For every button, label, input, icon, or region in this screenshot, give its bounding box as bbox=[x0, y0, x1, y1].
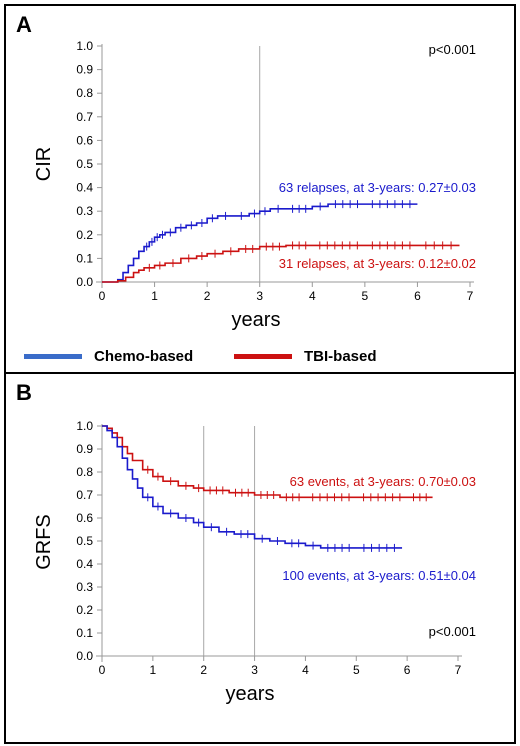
chart-b-y-tick-label-10: 1.0 bbox=[76, 419, 93, 433]
chart-b-x-tick-label-3: 3 bbox=[251, 663, 258, 677]
chart-a-series-line-tbi-based bbox=[102, 244, 460, 283]
legend-swatch-chemo bbox=[24, 354, 82, 359]
chart-a-x-tick-label-5: 5 bbox=[362, 289, 369, 303]
chart-a-series-line-chemo-based bbox=[102, 203, 418, 283]
chart-b-y-tick-label-3: 0.3 bbox=[76, 580, 93, 594]
chart-a-y-tick-label-2: 0.2 bbox=[76, 228, 93, 242]
chart-b-y-tick-label-7: 0.7 bbox=[76, 488, 93, 502]
chart-a-y-tick-label-5: 0.5 bbox=[76, 157, 93, 171]
chart-b-y-tick-label-8: 0.8 bbox=[76, 465, 93, 479]
legend-item-chemo: Chemo-based bbox=[24, 348, 193, 365]
chart-b-y-tick-label-2: 0.2 bbox=[76, 603, 93, 617]
chart-a-x-tick-label-1: 1 bbox=[151, 289, 158, 303]
chart-b-series-annotation-0: 63 events, at 3-years: 0.70±0.03 bbox=[290, 474, 476, 489]
chart-b-x-axis-label: years bbox=[226, 683, 275, 705]
chart-a-pvalue: p<0.001 bbox=[429, 42, 476, 57]
chart-b-y-tick-label-0: 0.0 bbox=[76, 649, 93, 663]
chart-b-y-tick-label-9: 0.9 bbox=[76, 442, 93, 456]
chart-a-x-tick-label-0: 0 bbox=[99, 289, 106, 303]
chart-b-x-tick-label-6: 6 bbox=[404, 663, 411, 677]
chart-b-y-axis-label: GRFS bbox=[33, 514, 55, 570]
legend: Chemo-based TBI-based bbox=[6, 348, 514, 370]
chart-a-svg: 0.0 0.1 0.2 0.3 0.4 0.5 0.6 0.7 0.8 0.9 1.0 0 1 2 3 4 5 6… bbox=[33, 39, 476, 331]
chart-a-y-tick-label-7: 0.7 bbox=[76, 110, 93, 124]
panel-a-letter: A bbox=[16, 12, 32, 37]
chart-b-x-tick-label-7: 7 bbox=[455, 663, 462, 677]
chart-a-y-tick-label-3: 0.3 bbox=[76, 204, 93, 218]
panel-b-letter: B bbox=[16, 380, 32, 405]
chart-b-series-line-tbi-based bbox=[102, 425, 433, 499]
chart-b-series-line-chemo-based bbox=[102, 425, 403, 549]
legend-label-tbi: TBI-based bbox=[304, 348, 377, 365]
legend-label-chemo: Chemo-based bbox=[94, 348, 194, 365]
chart-b-x-tick-label-2: 2 bbox=[200, 663, 207, 677]
chart-b-x-tick-label-0: 0 bbox=[99, 663, 106, 677]
chart-a-x-tick-label-6: 6 bbox=[414, 289, 421, 303]
chart-a-x-tick-label-4: 4 bbox=[309, 289, 316, 303]
chart-a-series-annotation-0: 63 relapses, at 3-years: 0.27±0.03 bbox=[279, 180, 476, 195]
chart-b-x-tick-label-1: 1 bbox=[150, 663, 157, 677]
chart-b-y-tick-label-4: 0.4 bbox=[76, 557, 93, 571]
chart-b-svg: 0.0 0.1 0.2 0.3 0.4 0.5 0.6 0.7 0.8 0.9 1.0 0 1 2 3 4 5 6… bbox=[33, 419, 476, 705]
chart-a-y-tick-label-4: 0.4 bbox=[76, 181, 93, 195]
chart-a-series-annotation-1: 31 relapses, at 3-years: 0.12±0.02 bbox=[279, 256, 476, 271]
chart-a-x-axis-label: years bbox=[232, 309, 281, 331]
chart-b-y-tick-label-5: 0.5 bbox=[76, 534, 93, 548]
chart-a-y-tick-label-6: 0.6 bbox=[76, 133, 93, 147]
chart-b-pvalue: p<0.001 bbox=[429, 624, 476, 639]
chart-a-y-tick-label-0: 0.0 bbox=[76, 275, 93, 289]
legend-item-tbi: TBI-based bbox=[234, 348, 377, 365]
chart-b-y-tick-label-6: 0.6 bbox=[76, 511, 93, 525]
legend-swatch-tbi bbox=[234, 354, 292, 359]
chart-a-x-tick-label-7: 7 bbox=[467, 289, 474, 303]
chart-b-series-annotation-1: 100 events, at 3-years: 0.51±0.04 bbox=[282, 568, 476, 583]
chart-a-y-tick-label-9: 0.9 bbox=[76, 63, 93, 77]
chart-a-y-axis-label: CIR bbox=[33, 147, 55, 181]
chart-a-y-tick-label-8: 0.8 bbox=[76, 86, 93, 100]
chart-b-x-tick-label-5: 5 bbox=[353, 663, 360, 677]
chart-b-x-tick-label-4: 4 bbox=[302, 663, 309, 677]
chart-a-x-tick-label-2: 2 bbox=[204, 289, 211, 303]
chart-b-y-tick-label-1: 0.1 bbox=[76, 626, 93, 640]
panel-b: B 0.0 0.1 0.2 0.3 0.4 0.5 0.6 0.7 0.8 0.9 1.0 0 1 2 3 4… bbox=[4, 372, 516, 744]
panel-a: A 0.0 0.1 0.2 0.3 0.4 0.5 0.6 0.7 0.8 0.9 1.0 0 1 2 3 4… bbox=[4, 4, 516, 374]
chart-a-y-tick-label-10: 1.0 bbox=[76, 39, 93, 53]
chart-a-y-tick-label-1: 0.1 bbox=[76, 251, 93, 265]
chart-a-x-tick-label-3: 3 bbox=[256, 289, 263, 303]
